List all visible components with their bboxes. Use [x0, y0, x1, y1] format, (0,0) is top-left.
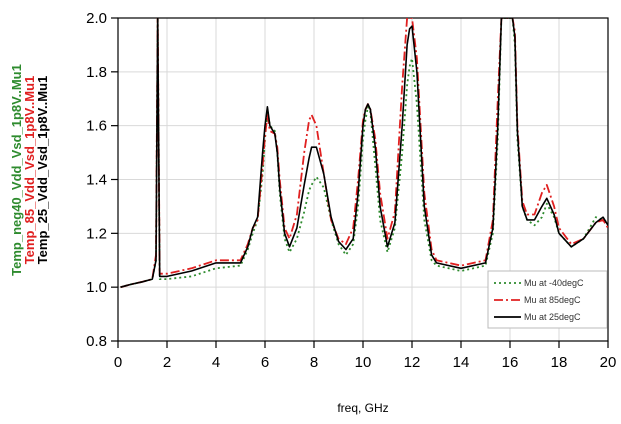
x-tick-label: 8	[310, 354, 318, 371]
x-tick-label: 16	[502, 354, 519, 371]
x-tick-label: 14	[453, 354, 470, 371]
series-line	[120, 18, 608, 289]
legend-label: Mu at -40degC	[524, 278, 584, 288]
y-tick-label: 1.4	[86, 172, 107, 189]
x-tick-label: 0	[114, 354, 122, 371]
x-tick-label: 6	[261, 354, 269, 371]
y-axis-labels: Temp_neg40_Vdd_Vsd_1p8V..Mu1 Temp_85_Vdd…	[9, 64, 50, 276]
series-line	[120, 18, 608, 289]
x-tick-labels: 0 2 4 6 8 10 12 14 16 18 20	[114, 354, 617, 371]
x-tick-label: 20	[600, 354, 617, 371]
y-label-temp-neg40: Temp_neg40_Vdd_Vsd_1p8V..Mu1	[9, 64, 24, 276]
x-tick-label: 10	[355, 354, 372, 371]
series-lines	[120, 18, 608, 289]
legend-label: Mu at 25degC	[524, 312, 581, 322]
legend-label: Mu at 85degC	[524, 295, 581, 305]
y-tick-label: 1.6	[86, 118, 107, 135]
y-tick-labels: 0.8 1.0 1.2 1.4 1.6 1.8 2.0	[86, 10, 107, 350]
x-tick-label: 18	[551, 354, 568, 371]
legend: Mu at -40degC Mu at 85degC Mu at 25degC	[487, 270, 608, 329]
x-tick-label: 12	[404, 354, 421, 371]
y-label-temp-85: Temp_85_Vdd_Vsd_1p8V..Mu1	[22, 76, 37, 265]
y-tick-label: 1.2	[86, 225, 107, 242]
x-tick-label: 4	[212, 354, 220, 371]
y-tick-label: 2.0	[86, 10, 107, 27]
series-line	[120, 18, 608, 288]
axis-ticks	[111, 17, 609, 348]
y-tick-label: 1.0	[86, 279, 107, 296]
x-axis-title: freq, GHz	[337, 401, 388, 415]
y-tick-label: 1.8	[86, 64, 107, 81]
y-tick-label: 0.8	[86, 333, 107, 350]
x-tick-label: 2	[163, 354, 171, 371]
y-label-temp-25: Temp_25_Vdd_Vsd_1p8V..Mu1	[35, 76, 50, 265]
